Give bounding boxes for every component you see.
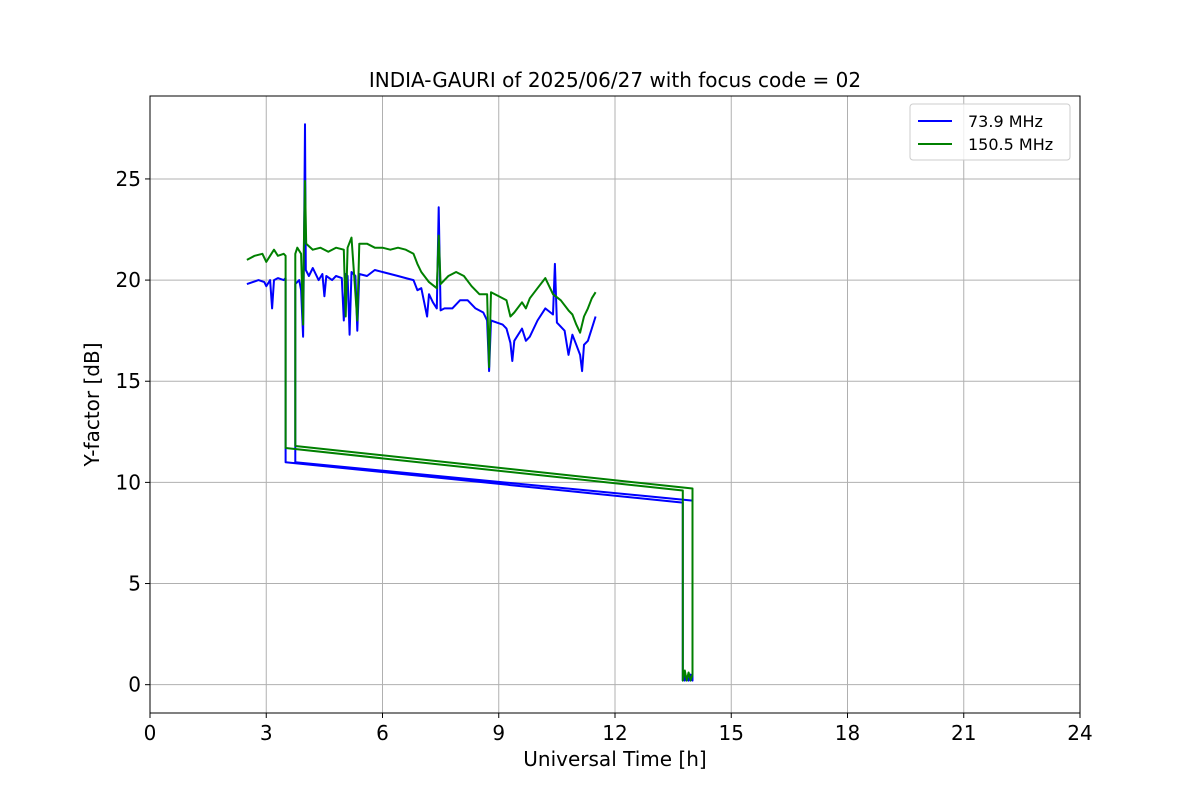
x-tick-label: 9 xyxy=(492,721,505,745)
x-tick-label: 18 xyxy=(835,721,860,745)
y-axis-label: Y-factor [dB] xyxy=(80,342,104,467)
x-tick-label: 12 xyxy=(602,721,627,745)
y-tick-label: 10 xyxy=(116,470,141,494)
legend: 73.9 MHz 150.5 MHz xyxy=(909,103,1071,161)
x-tick-label: 15 xyxy=(719,721,744,745)
x-tick-label: 0 xyxy=(144,721,157,745)
x-tick-label: 21 xyxy=(951,721,976,745)
x-axis-label: Universal Time [h] xyxy=(523,747,706,771)
chart-title: INDIA-GAURI of 2025/06/27 with focus cod… xyxy=(369,68,861,92)
x-axis: 0 3 6 9 12 15 18 21 24 xyxy=(144,713,1093,745)
y-tick-label: 25 xyxy=(116,167,141,191)
legend-label-1: 150.5 MHz xyxy=(968,135,1053,154)
series-line-1 xyxy=(246,180,694,682)
y-tick-label: 5 xyxy=(128,572,141,596)
y-tick-label: 15 xyxy=(116,369,141,393)
x-tick-label: 3 xyxy=(260,721,273,745)
y-axis: 0 5 10 15 20 25 xyxy=(116,167,150,697)
y-tick-label: 0 xyxy=(128,673,141,697)
x-tick-label: 6 xyxy=(376,721,389,745)
legend-label-0: 73.9 MHz xyxy=(968,112,1043,131)
legend-box xyxy=(909,103,1071,161)
x-tick-label: 24 xyxy=(1067,721,1092,745)
plot-area xyxy=(246,123,694,682)
y-tick-label: 20 xyxy=(116,268,141,292)
